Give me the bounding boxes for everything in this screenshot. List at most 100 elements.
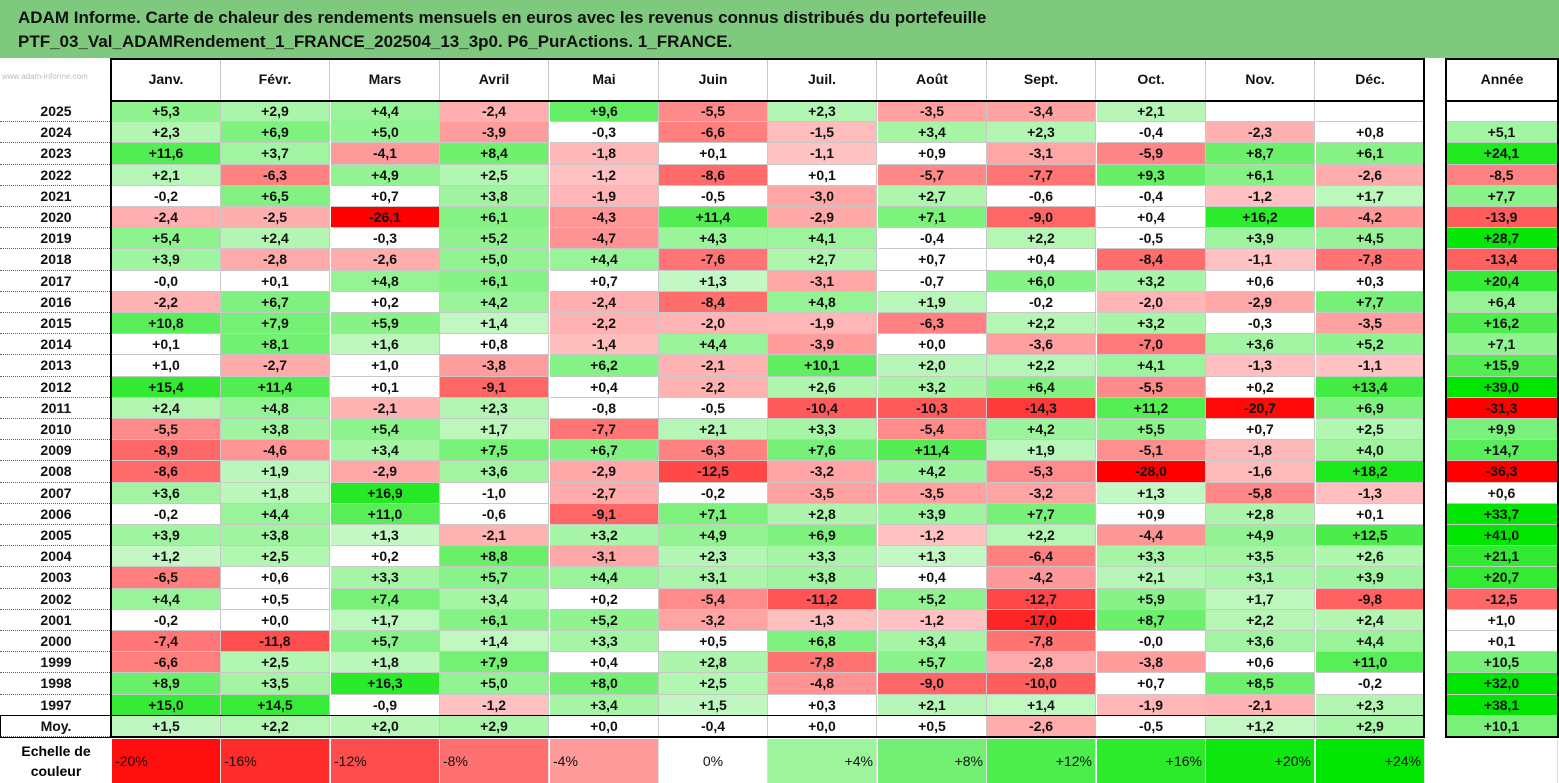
heatmap-cell: +16,3 bbox=[331, 673, 440, 695]
heatmap-cell: +6,7 bbox=[550, 440, 659, 462]
heatmap-cell: -9,0 bbox=[878, 673, 987, 695]
heatmap-cell: +8,1 bbox=[221, 334, 330, 356]
annual-cell: +9,9 bbox=[1446, 419, 1558, 441]
heatmap-cell: +8,8 bbox=[440, 546, 549, 568]
heatmap-cell: +0,3 bbox=[1316, 270, 1425, 292]
heatmap-cell: +1,7 bbox=[1316, 185, 1425, 207]
heatmap-cell: +3,4 bbox=[440, 588, 549, 610]
heatmap-cell: +0,4 bbox=[1097, 207, 1206, 229]
heatmap-cell: -3,9 bbox=[440, 122, 549, 144]
annual-cell: +20,7 bbox=[1446, 567, 1558, 589]
heatmap-cell: +1,4 bbox=[987, 694, 1096, 716]
scale-swatch: 0% bbox=[659, 739, 768, 783]
heatmap-cell: -2,8 bbox=[221, 249, 330, 271]
heatmap-cell: -4,1 bbox=[331, 143, 440, 165]
heatmap-cell: -5,7 bbox=[878, 164, 987, 186]
heatmap-cell: -0,2 bbox=[112, 185, 221, 207]
heatmap-cell: +4,3 bbox=[659, 228, 768, 250]
heatmap-cell: -7,4 bbox=[112, 631, 221, 653]
heatmap-cell: +2,5 bbox=[440, 164, 549, 186]
heatmap-cell: +0,6 bbox=[221, 567, 330, 589]
heatmap-cell: +3,1 bbox=[659, 567, 768, 589]
heatmap-cell: -3,1 bbox=[987, 143, 1096, 165]
heatmap-cell: -1,9 bbox=[768, 313, 877, 335]
heatmap-cell: -8,6 bbox=[659, 164, 768, 186]
heatmap-cell: +3,8 bbox=[440, 185, 549, 207]
heatmap-cell: -5,4 bbox=[878, 419, 987, 441]
month-header: Juil. bbox=[768, 58, 877, 100]
heatmap-cell: +1,6 bbox=[331, 334, 440, 356]
year-label: 2024 bbox=[0, 122, 112, 144]
heatmap-cell: -14,3 bbox=[987, 397, 1096, 419]
heatmap-cell: -4,7 bbox=[550, 228, 659, 250]
heatmap-cell: -5,9 bbox=[1097, 143, 1206, 165]
heatmap-cell: -5,8 bbox=[1206, 482, 1315, 504]
heatmap-cell: -6,3 bbox=[659, 440, 768, 462]
heatmap-cell: +5,5 bbox=[1097, 419, 1206, 441]
heatmap-cell: -3,1 bbox=[768, 270, 877, 292]
heatmap-cell: +3,9 bbox=[1206, 228, 1315, 250]
heatmap-cell: +5,2 bbox=[440, 228, 549, 250]
heatmap-cell: -28,0 bbox=[1097, 461, 1206, 483]
heatmap-cell: -0,2 bbox=[1316, 673, 1425, 695]
heatmap-cell: +3,9 bbox=[878, 503, 987, 525]
heatmap-cell: +6,7 bbox=[221, 291, 330, 313]
heatmap-cell: -0,3 bbox=[1206, 313, 1315, 335]
year-label: 1999 bbox=[0, 652, 112, 674]
heatmap-cell: +7,5 bbox=[440, 440, 549, 462]
year-label: 2023 bbox=[0, 143, 112, 165]
heatmap-cell: +4,4 bbox=[550, 567, 659, 589]
heatmap-cell: +3,5 bbox=[221, 673, 330, 695]
annual-cell: +10,5 bbox=[1446, 652, 1558, 674]
heatmap-cell: -1,2 bbox=[440, 694, 549, 716]
annual-cell: -13,4 bbox=[1446, 249, 1558, 271]
annual-header: Année bbox=[1480, 71, 1524, 87]
heatmap-cell: -0,2 bbox=[112, 503, 221, 525]
scale-swatch: -16% bbox=[221, 739, 330, 783]
heatmap-cell: +9,3 bbox=[1097, 164, 1206, 186]
heatmap-cell: +3,2 bbox=[1097, 270, 1206, 292]
heatmap-cell: -6,6 bbox=[112, 652, 221, 674]
heatmap-cell: -4,2 bbox=[987, 567, 1096, 589]
heatmap-cell: -0,4 bbox=[878, 228, 987, 250]
heatmap-cell: +1,9 bbox=[987, 440, 1096, 462]
annual-cell: +14,7 bbox=[1446, 440, 1558, 462]
heatmap-cell: +3,1 bbox=[1206, 567, 1315, 589]
heatmap-cell: +4,2 bbox=[440, 291, 549, 313]
heatmap-cell: -2,0 bbox=[1097, 291, 1206, 313]
heatmap-cell: +0,7 bbox=[1206, 419, 1315, 441]
heatmap-cell: -8,6 bbox=[112, 461, 221, 483]
heatmap-cell: +4,4 bbox=[331, 101, 440, 123]
month-header: Mai bbox=[550, 58, 659, 100]
year-label: 1997 bbox=[0, 695, 112, 716]
heatmap-cell: -2,0 bbox=[659, 313, 768, 335]
annual-cell: +32,0 bbox=[1446, 673, 1558, 695]
month-header: Févr. bbox=[221, 58, 330, 100]
heatmap-cell: +7,7 bbox=[987, 503, 1096, 525]
heatmap-cell: +0,6 bbox=[1206, 270, 1315, 292]
heatmap-cell: +6,1 bbox=[1206, 164, 1315, 186]
scale-swatch: +20% bbox=[1206, 739, 1315, 783]
heatmap-cell: -2,9 bbox=[331, 461, 440, 483]
heatmap-cell: +11,2 bbox=[1097, 397, 1206, 419]
heatmap-cell: +5,0 bbox=[440, 249, 549, 271]
heatmap-cell: +4,4 bbox=[221, 503, 330, 525]
year-label: 2013 bbox=[0, 355, 112, 377]
heatmap-cell: +2,3 bbox=[440, 397, 549, 419]
heatmap-cell: +4,4 bbox=[550, 249, 659, 271]
heatmap-cell: -2,2 bbox=[659, 376, 768, 398]
heatmap-cell: +2,6 bbox=[768, 376, 877, 398]
heatmap-cell: +5,3 bbox=[112, 101, 221, 123]
heatmap-cell: -3,2 bbox=[659, 609, 768, 631]
heatmap-cell: -0,3 bbox=[550, 122, 659, 144]
heatmap-cell: -7,8 bbox=[1316, 249, 1425, 271]
heatmap-cell: +1,5 bbox=[112, 715, 221, 737]
heatmap-cell: +1,8 bbox=[221, 482, 330, 504]
heatmap-cell: +3,3 bbox=[768, 419, 877, 441]
heatmap-cell: +0,7 bbox=[331, 185, 440, 207]
heatmap-cell: -4,3 bbox=[550, 207, 659, 229]
heatmap-cell: -7,7 bbox=[987, 164, 1096, 186]
heatmap-cell: -1,2 bbox=[1206, 185, 1315, 207]
heatmap-cell: +2,3 bbox=[659, 546, 768, 568]
annual-cell: +6,4 bbox=[1446, 291, 1558, 313]
